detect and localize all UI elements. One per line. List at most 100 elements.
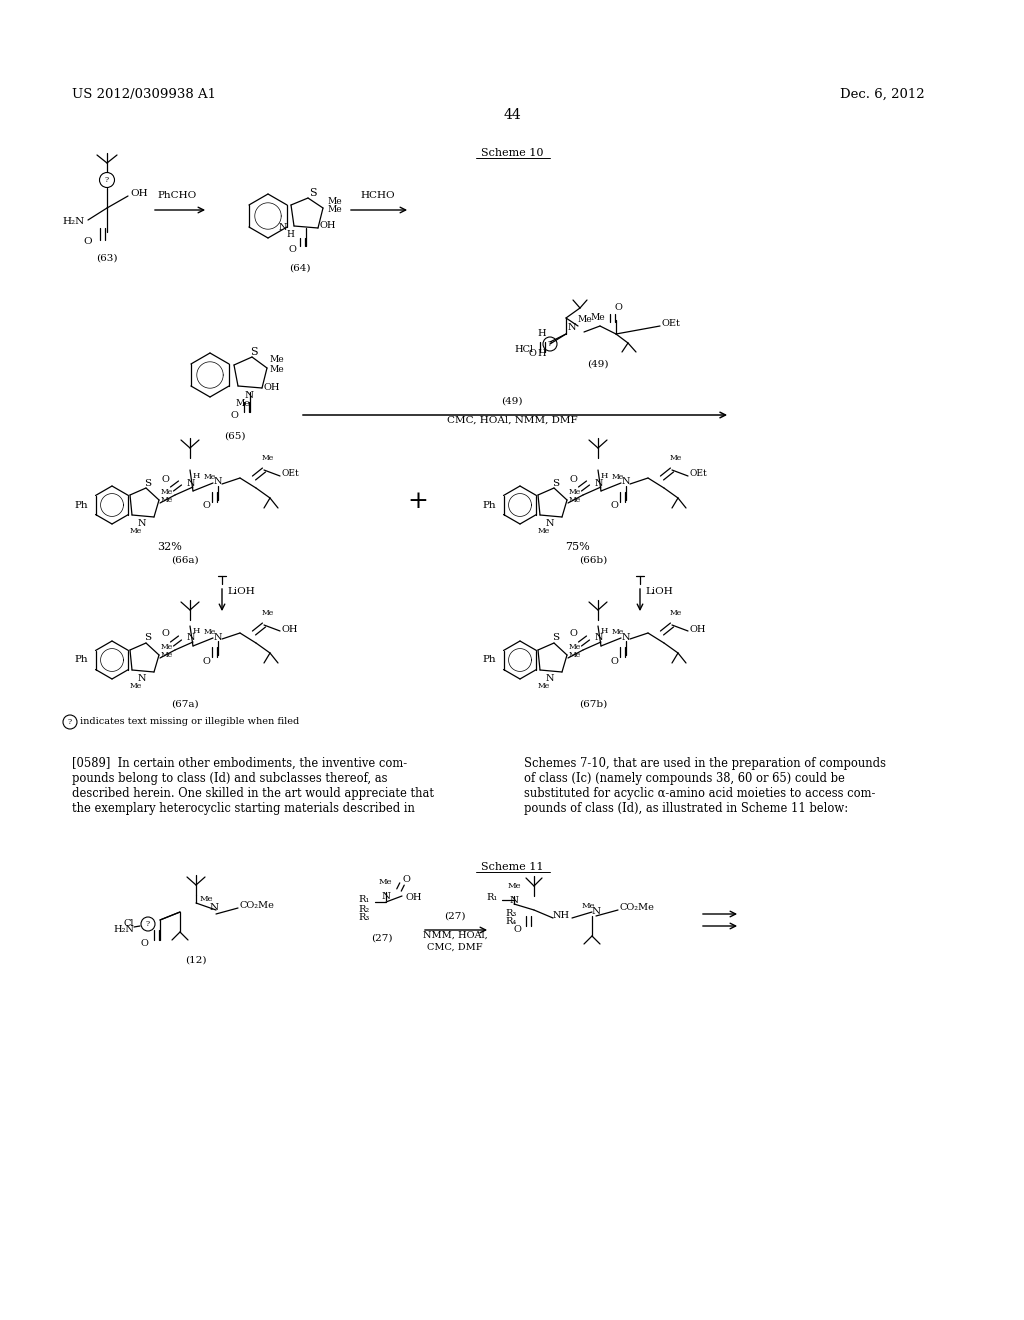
Text: Me: Me xyxy=(378,878,392,886)
Text: S: S xyxy=(144,634,152,643)
Text: Me: Me xyxy=(130,682,142,690)
Text: Schemes 7-10, that are used in the preparation of compounds
of class (Ic) (namel: Schemes 7-10, that are used in the prepa… xyxy=(524,756,886,814)
Text: HCl: HCl xyxy=(515,346,534,355)
Text: H: H xyxy=(600,627,607,635)
Text: Me: Me xyxy=(569,496,582,504)
Text: CMC, DMF: CMC, DMF xyxy=(427,942,482,952)
Text: NMM, HOAl,: NMM, HOAl, xyxy=(423,931,487,940)
Text: Me: Me xyxy=(269,366,284,375)
Text: (12): (12) xyxy=(185,956,207,965)
Text: ?: ? xyxy=(548,341,552,348)
Text: (66a): (66a) xyxy=(171,556,199,565)
Text: Me: Me xyxy=(161,488,173,496)
Text: PhCHO: PhCHO xyxy=(158,191,197,201)
Text: O: O xyxy=(202,502,210,511)
Text: (27): (27) xyxy=(444,912,466,921)
Text: R₄: R₄ xyxy=(506,917,517,927)
Text: 32%: 32% xyxy=(158,543,182,552)
Text: (49): (49) xyxy=(587,360,608,370)
Text: [0589]  In certain other embodiments, the inventive com-
pounds belong to class : [0589] In certain other embodiments, the… xyxy=(72,756,434,814)
Text: CO₂Me: CO₂Me xyxy=(620,903,655,912)
Text: S: S xyxy=(552,634,559,643)
Text: NH: NH xyxy=(553,912,570,920)
Text: O: O xyxy=(569,475,577,484)
Text: N: N xyxy=(595,634,603,643)
Text: O: O xyxy=(610,656,617,665)
Text: Me: Me xyxy=(582,902,595,909)
Text: R₁: R₁ xyxy=(486,894,498,903)
Text: Me: Me xyxy=(200,895,213,903)
Text: N: N xyxy=(592,908,600,916)
Text: Ph: Ph xyxy=(482,656,496,664)
Text: Me: Me xyxy=(507,882,521,890)
Text: LiOH: LiOH xyxy=(645,587,673,597)
Text: N: N xyxy=(245,391,254,400)
Text: N: N xyxy=(279,223,288,231)
Text: S: S xyxy=(250,347,258,356)
Text: Me: Me xyxy=(569,643,582,651)
Text: Me: Me xyxy=(328,206,343,214)
Text: US 2012/0309938 A1: US 2012/0309938 A1 xyxy=(72,88,216,102)
Text: Me: Me xyxy=(161,651,173,659)
Text: Me: Me xyxy=(591,314,605,322)
Text: ?: ? xyxy=(146,920,151,928)
Text: Scheme 11: Scheme 11 xyxy=(480,862,544,873)
Text: OH: OH xyxy=(319,222,337,231)
Text: indicates text missing or illegible when filed: indicates text missing or illegible when… xyxy=(80,718,299,726)
Text: Me: Me xyxy=(670,454,682,462)
Text: Me: Me xyxy=(612,473,624,480)
Text: H: H xyxy=(538,330,547,338)
Text: N: N xyxy=(546,675,554,682)
Text: Scheme 10: Scheme 10 xyxy=(480,148,544,158)
Text: OH: OH xyxy=(406,894,423,903)
Text: O: O xyxy=(610,502,617,511)
Text: N: N xyxy=(381,892,390,902)
Text: OH: OH xyxy=(130,189,147,198)
Text: N: N xyxy=(138,519,146,528)
Text: +: + xyxy=(408,491,428,513)
Text: O: O xyxy=(569,630,577,639)
Text: N: N xyxy=(622,478,630,487)
Text: N: N xyxy=(214,478,222,487)
Text: 44: 44 xyxy=(503,108,521,121)
Text: (49): (49) xyxy=(502,397,522,407)
Text: N: N xyxy=(622,632,630,642)
Text: Me: Me xyxy=(161,643,173,651)
Text: O: O xyxy=(202,656,210,665)
Text: Me: Me xyxy=(569,488,582,496)
Text: Me: Me xyxy=(569,651,582,659)
Text: (63): (63) xyxy=(96,253,118,263)
Text: O: O xyxy=(161,630,169,639)
Text: Me: Me xyxy=(204,628,216,636)
Text: H: H xyxy=(193,627,200,635)
Text: (67b): (67b) xyxy=(579,700,607,709)
Text: (65): (65) xyxy=(224,432,246,441)
Text: CO₂Me: CO₂Me xyxy=(240,902,274,911)
Text: Me: Me xyxy=(130,527,142,535)
Text: H: H xyxy=(193,473,200,480)
Text: N: N xyxy=(568,323,577,333)
Text: N: N xyxy=(210,903,218,912)
Text: O: O xyxy=(402,875,410,884)
Text: Ph: Ph xyxy=(482,500,496,510)
Text: OH: OH xyxy=(263,383,280,392)
Text: OEt: OEt xyxy=(282,469,300,478)
Text: H₂N: H₂N xyxy=(62,218,84,227)
Text: ?: ? xyxy=(68,718,72,726)
Text: Ph: Ph xyxy=(75,656,88,664)
Text: S: S xyxy=(309,187,316,198)
Text: OH: OH xyxy=(690,626,707,635)
Text: H: H xyxy=(286,230,294,239)
Text: N: N xyxy=(214,632,222,642)
Text: S: S xyxy=(552,479,559,487)
Text: O: O xyxy=(161,475,169,484)
Text: Me: Me xyxy=(262,609,274,616)
Text: Me: Me xyxy=(538,527,550,535)
Text: R₁: R₁ xyxy=(358,895,370,904)
Text: Me: Me xyxy=(204,473,216,480)
Text: 75%: 75% xyxy=(565,543,591,552)
Text: Me: Me xyxy=(328,198,343,206)
Text: Me: Me xyxy=(538,682,550,690)
Text: (27): (27) xyxy=(372,935,393,942)
Text: N: N xyxy=(138,675,146,682)
